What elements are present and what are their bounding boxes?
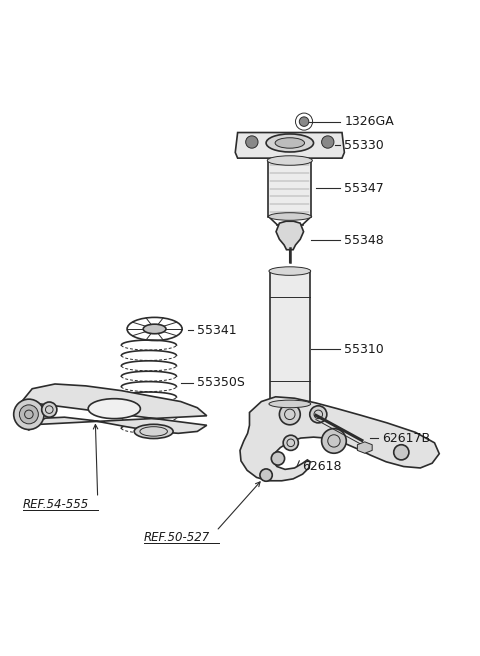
Text: 55350S: 55350S [197, 376, 245, 389]
Ellipse shape [143, 324, 166, 334]
Ellipse shape [269, 267, 311, 276]
Ellipse shape [134, 424, 173, 439]
Polygon shape [22, 384, 207, 434]
Text: 62617B: 62617B [383, 432, 431, 445]
Circle shape [19, 405, 38, 424]
Ellipse shape [275, 138, 304, 148]
Text: 55347: 55347 [344, 182, 384, 195]
Polygon shape [358, 442, 372, 453]
Circle shape [271, 452, 285, 465]
Text: 55341: 55341 [197, 324, 237, 337]
Circle shape [283, 435, 299, 451]
Text: 62618: 62618 [301, 460, 341, 473]
Polygon shape [268, 161, 311, 216]
Circle shape [14, 399, 44, 430]
Circle shape [322, 136, 334, 148]
Ellipse shape [267, 155, 312, 165]
Circle shape [322, 428, 346, 453]
Circle shape [300, 117, 309, 127]
Ellipse shape [269, 400, 311, 408]
Text: 55310: 55310 [344, 343, 384, 356]
Circle shape [279, 404, 300, 425]
Circle shape [260, 469, 272, 482]
Ellipse shape [88, 399, 140, 419]
FancyBboxPatch shape [270, 271, 310, 404]
Text: REF.54-555: REF.54-555 [23, 498, 89, 511]
Polygon shape [235, 133, 344, 158]
Text: REF.50-527: REF.50-527 [144, 531, 210, 544]
Circle shape [310, 406, 327, 423]
Circle shape [394, 445, 409, 460]
Text: 55330: 55330 [344, 139, 384, 152]
Circle shape [42, 402, 57, 417]
Circle shape [246, 136, 258, 148]
Polygon shape [276, 221, 303, 250]
Ellipse shape [268, 213, 311, 220]
Text: 55348: 55348 [344, 234, 384, 247]
Ellipse shape [266, 134, 313, 152]
Text: 1326GA: 1326GA [344, 115, 394, 128]
Polygon shape [240, 397, 439, 481]
